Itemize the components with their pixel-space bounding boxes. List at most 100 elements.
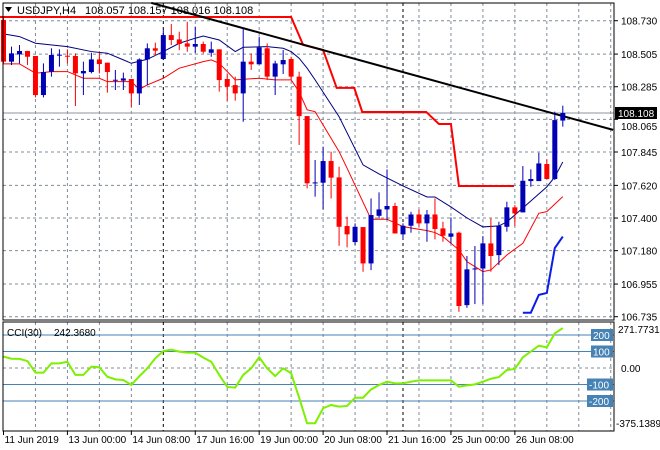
- price-tick-label: 106.955: [621, 280, 658, 291]
- candle-bullish: [464, 256, 470, 308]
- candle-bearish: [128, 79, 134, 107]
- candle-body: [40, 72, 46, 96]
- candle-bearish: [432, 198, 438, 240]
- cci-zero-label: 0.00: [621, 364, 641, 375]
- candle-body: [200, 43, 206, 52]
- candle-body: [216, 49, 222, 81]
- candle-body: [312, 182, 318, 184]
- candle-body: [192, 43, 198, 47]
- candle-body: [304, 116, 310, 184]
- channel-upper-line: [0, 15, 515, 187]
- candle-body: [480, 243, 486, 269]
- triangle-down-icon[interactable]: [5, 7, 12, 12]
- candle-bullish: [536, 152, 542, 182]
- cci-level-box: [591, 329, 613, 341]
- candle-bearish: [224, 73, 230, 101]
- ohlc-label: 108.057 108.157 108.016 108.108: [85, 5, 253, 17]
- candle-bearish: [168, 23, 174, 46]
- price-tick-label: 108.065: [621, 122, 658, 133]
- cci-title: CCI(30): [7, 328, 42, 339]
- candle-bullish: [448, 217, 454, 244]
- moving-average-fast: [3, 33, 564, 228]
- candle-body: [528, 179, 534, 182]
- cci-panel-frame: [2, 321, 615, 432]
- candle-body: [32, 56, 38, 96]
- candle-bullish: [56, 49, 62, 67]
- candle-body: [160, 35, 166, 59]
- price-tick-label: 108.505: [621, 50, 658, 61]
- candle-bearish: [512, 205, 518, 227]
- candle-body: [552, 120, 558, 180]
- candle-body: [344, 226, 350, 235]
- candle-body: [8, 53, 14, 62]
- candle-body: [232, 85, 238, 94]
- candle-bullish: [160, 30, 166, 61]
- candle-bullish: [144, 43, 150, 86]
- candle-body: [72, 56, 78, 74]
- candle-body: [496, 225, 502, 256]
- price-tick-label: 107.400: [621, 214, 658, 225]
- candle-bullish: [112, 69, 118, 90]
- cci-level-label: -100: [589, 381, 609, 392]
- candle-body: [456, 232, 462, 307]
- candle-bullish: [280, 50, 286, 74]
- candle-body: [272, 63, 278, 77]
- candle-bearish: [24, 50, 30, 66]
- candle-body: [464, 269, 470, 306]
- candle-bullish: [8, 46, 14, 66]
- candle-bullish: [120, 72, 126, 90]
- candle-body: [368, 215, 374, 264]
- candle-bullish: [48, 48, 54, 77]
- time-tick-label: 19 Jun 00:00: [260, 435, 318, 446]
- candle-body: [536, 163, 542, 182]
- current-price-box: [615, 106, 657, 119]
- candle-bearish: [488, 218, 494, 272]
- candle-bearish: [392, 202, 398, 234]
- time-tick-label: 13 Jun 00:00: [68, 435, 126, 446]
- price-tick-label: 107.180: [621, 247, 658, 258]
- cci-level-box: [587, 395, 613, 407]
- time-tick-label: 20 Jun 08:00: [324, 435, 382, 446]
- candle-bearish: [360, 227, 366, 272]
- candle-body: [296, 76, 302, 117]
- candle-body: [168, 35, 174, 40]
- cci-level-label: 100: [593, 348, 610, 359]
- candle-bullish: [352, 223, 358, 246]
- candle-bearish: [64, 49, 70, 64]
- candle-body: [392, 206, 398, 234]
- candle-body: [120, 78, 126, 81]
- candle-body: [544, 164, 550, 180]
- candle-bullish: [88, 52, 94, 74]
- price-tick-label: 106.735: [621, 313, 658, 324]
- candle-body: [520, 180, 526, 213]
- current-price-label: 108.108: [618, 109, 655, 120]
- candle-bearish: [176, 31, 182, 51]
- time-tick-label: 21 Jun 16:00: [388, 435, 446, 446]
- cci-level-box: [591, 345, 613, 358]
- candle-bullish: [192, 26, 198, 53]
- cci-level-label: -200: [589, 397, 609, 408]
- candle-body: [440, 228, 446, 236]
- cci-min-label: -375.1389: [616, 419, 660, 430]
- candle-body: [176, 39, 182, 44]
- candle-bullish: [368, 198, 374, 271]
- candle-body: [256, 47, 262, 65]
- time-tick-label: 26 Jun 08:00: [516, 435, 574, 446]
- candle-body: [224, 79, 230, 87]
- candle-bullish: [376, 192, 382, 219]
- candle-bearish: [296, 71, 302, 146]
- candle-bullish: [320, 146, 326, 210]
- candle-body: [504, 207, 510, 227]
- price-tick-label: 108.730: [621, 17, 658, 28]
- candle-body: [96, 59, 102, 65]
- candle-bullish: [384, 169, 390, 221]
- candle-bearish: [344, 216, 350, 248]
- candle-bearish: [456, 231, 462, 312]
- candle-bearish: [232, 76, 238, 101]
- candle-body: [432, 214, 438, 230]
- candle-bullish: [272, 60, 278, 96]
- candle-body: [144, 48, 150, 60]
- candle-body: [400, 225, 406, 235]
